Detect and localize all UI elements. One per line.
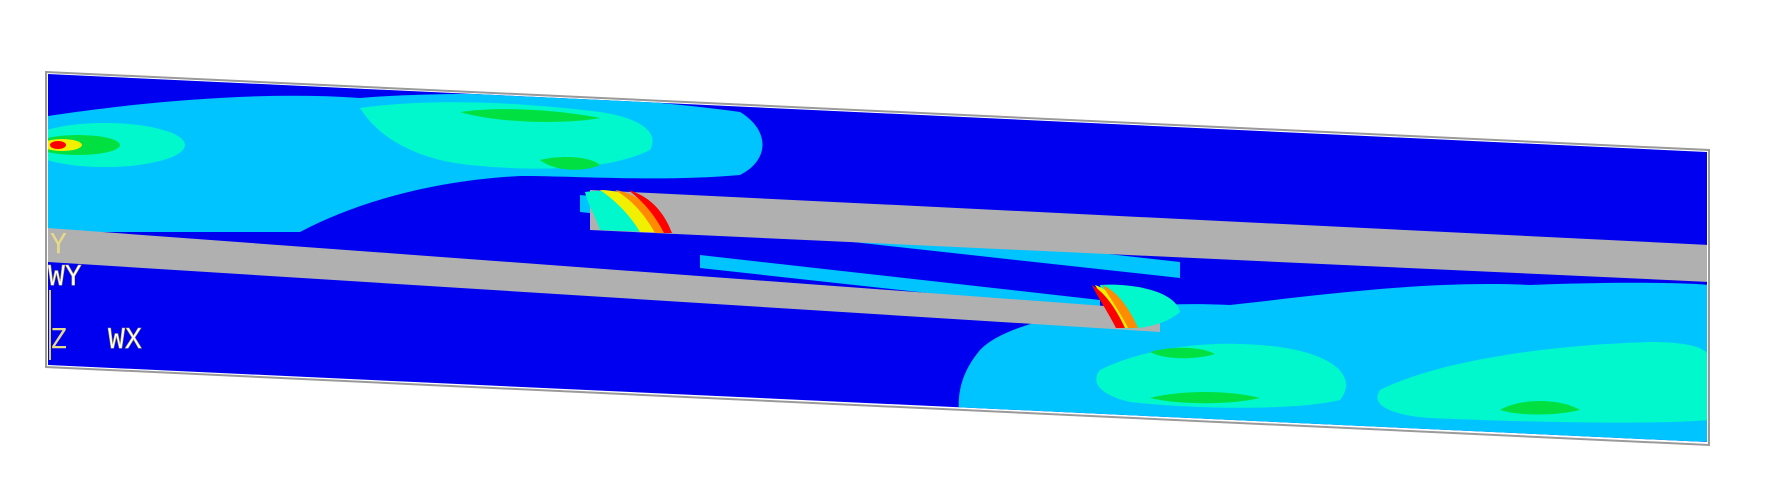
axis-label-z: Z <box>50 322 67 355</box>
contour-level-2-lower-b <box>1377 342 1707 423</box>
contour-level-6-upper <box>50 141 66 149</box>
crack-hotspot-right-level-6 <box>1092 285 1125 328</box>
contour-level-1-sliver-b <box>700 255 1100 312</box>
contour-level-3-upper-c <box>540 157 600 170</box>
crack-hotspot-left-level-6 <box>628 190 672 233</box>
axis-label-wy: WY <box>48 259 82 292</box>
contour-level-3-upper-a <box>460 109 600 122</box>
crack-hotspot-left-level-5 <box>615 190 668 233</box>
crack-hotspot-left-level-4 <box>600 190 660 232</box>
contour-level-3-lower-c <box>1150 347 1215 359</box>
core-band-upper <box>590 190 1707 282</box>
contour-level-3-lower-b <box>1500 401 1580 415</box>
axis-label-wx: WX <box>108 322 142 355</box>
contour-level-2-lower-a <box>1096 343 1347 408</box>
contour-level-3-lower-a <box>1150 392 1260 404</box>
core-band-lower <box>48 228 1160 332</box>
axis-label-y: Y <box>50 227 67 260</box>
contour-field <box>48 74 1707 442</box>
crack-hotspot-right-level-5 <box>1102 285 1138 328</box>
